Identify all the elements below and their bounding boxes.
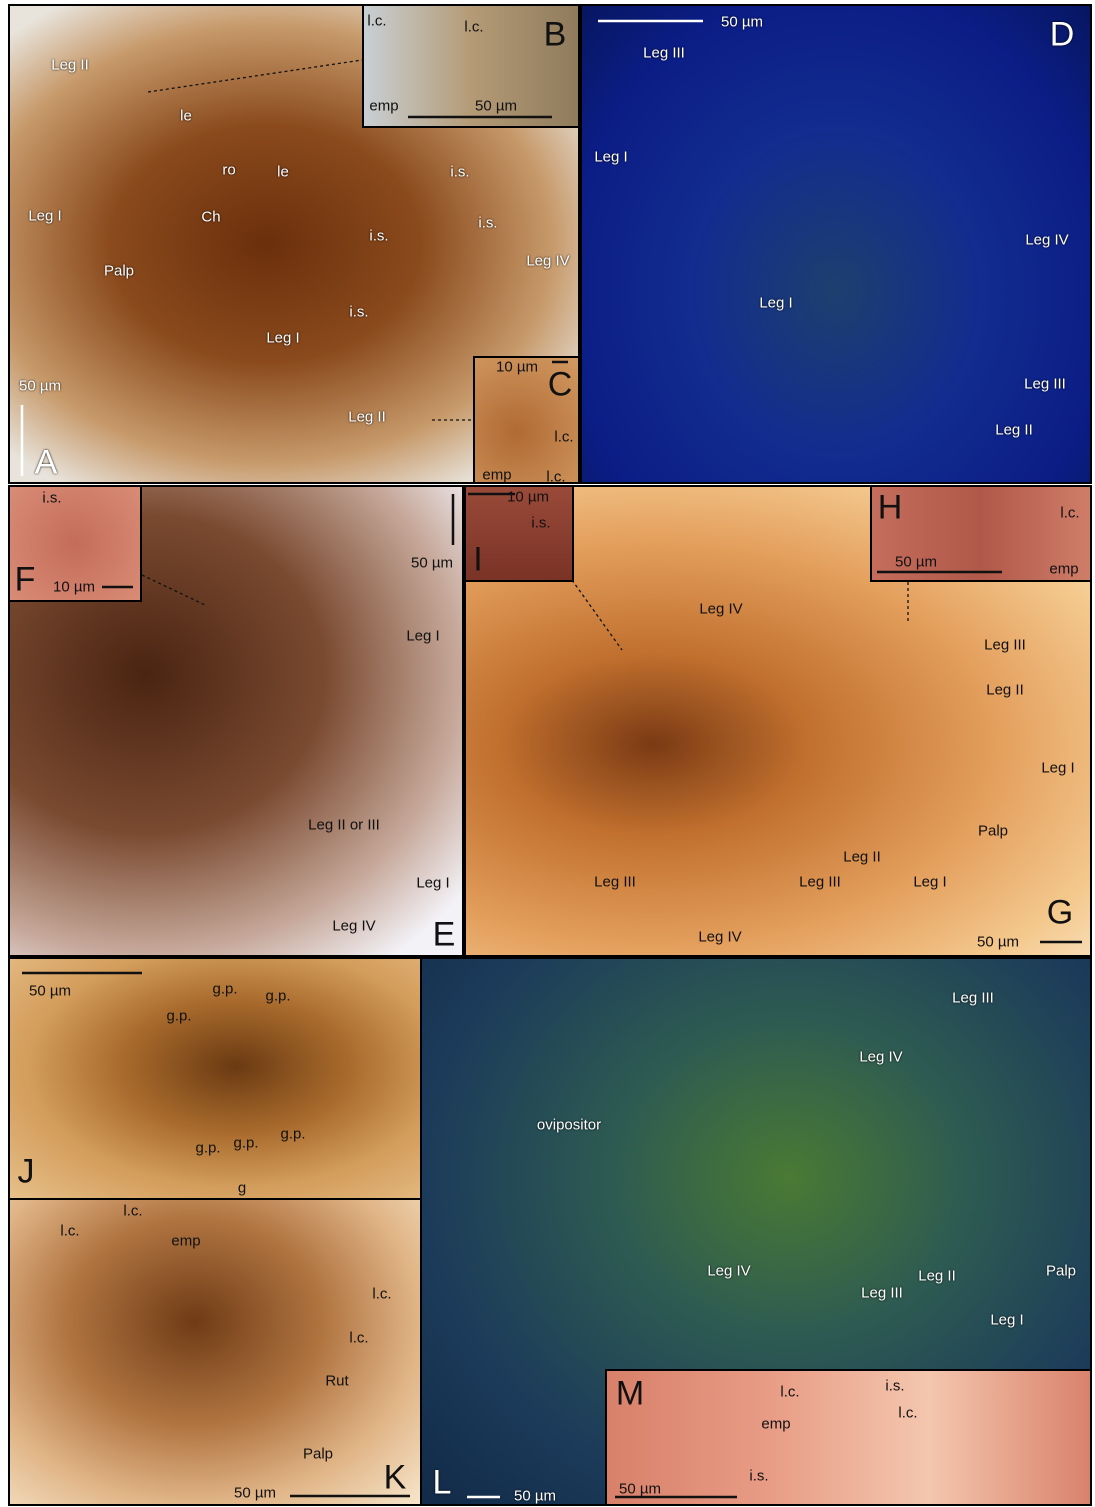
panel-label: Leg II [348, 409, 386, 426]
panel-label: Leg I [990, 1312, 1023, 1329]
panel-label: 50 µm [514, 1488, 556, 1505]
panel-letter: J [18, 1153, 35, 1192]
panel-label: i.s. [531, 515, 550, 532]
panel-letter: A [35, 444, 58, 483]
panel-label: 50 µm [895, 554, 937, 571]
panel-label: Leg I [28, 208, 61, 225]
panel-letter: D [1050, 16, 1075, 55]
panel-label: Leg III [594, 874, 636, 891]
panel-label: Leg IV [1025, 232, 1068, 249]
panel-label: Leg I [913, 874, 946, 891]
panel-label: 50 µm [475, 98, 517, 115]
panel-label: emp [171, 1233, 200, 1250]
panel-label: Leg I [416, 875, 449, 892]
panel-label: g.p. [280, 1126, 305, 1143]
panel-label: l.c. [372, 1286, 391, 1303]
panel-label: emp [482, 467, 511, 484]
panel-letter: M [616, 1375, 644, 1414]
panel-label: Leg III [984, 637, 1026, 654]
panel-label: Leg III [952, 990, 994, 1007]
figure: ALeg IIleroleChLeg IPalpi.s.i.s.i.s.Leg … [0, 0, 1095, 1507]
panel-label: l.c. [1060, 505, 1079, 522]
panel-label: emp [369, 98, 398, 115]
panel-label: l.c. [367, 13, 386, 30]
panel-label: i.s. [369, 228, 388, 245]
panel-label: Palp [1046, 1263, 1076, 1280]
panel-label: Rut [325, 1373, 348, 1390]
panel-label: g.p. [233, 1135, 258, 1152]
panel-label: 50 µm [19, 378, 61, 395]
panel-label: l.c. [546, 469, 565, 486]
panel-label: g.p. [195, 1140, 220, 1157]
panel-label: Leg II [995, 422, 1033, 439]
panel-label: i.s. [349, 304, 368, 321]
panel-label: Ch [201, 209, 220, 226]
panel-label: emp [1049, 561, 1078, 578]
panel-label: l.c. [60, 1223, 79, 1240]
panel-label: 50 µm [619, 1481, 661, 1498]
panel-letter: K [384, 1459, 407, 1498]
panel-label: ro [222, 162, 235, 179]
panel-letter: L [433, 1464, 452, 1503]
panel-label: Leg III [799, 874, 841, 891]
panel-label: Palp [978, 823, 1008, 840]
panel-letter: I [473, 541, 482, 580]
panel-label: Leg I [594, 149, 627, 166]
panel-label: Leg IV [332, 918, 375, 935]
panel-letter: F [15, 561, 36, 600]
panel-label: Leg II [51, 57, 89, 74]
panel-label: g.p. [212, 981, 237, 998]
panel-label: 10 µm [496, 359, 538, 376]
panel-label: 10 µm [53, 579, 95, 596]
panel-label: 50 µm [411, 555, 453, 572]
panel-label: Leg IV [698, 929, 741, 946]
panel-letter: C [548, 366, 573, 405]
panel-label: l.c. [554, 429, 573, 446]
panel-label: 50 µm [721, 14, 763, 31]
panel-letter: H [878, 489, 903, 528]
panel-letter: E [433, 916, 456, 955]
panel-label: 50 µm [977, 934, 1019, 951]
panel-label: i.s. [42, 490, 61, 507]
panel-label: l.c. [349, 1330, 368, 1347]
panel-label: Leg II [918, 1268, 956, 1285]
panel-label: i.s. [478, 215, 497, 232]
panel-label: Leg II or III [308, 817, 380, 834]
panel-label: ovipositor [537, 1117, 601, 1134]
panel-label: le [180, 108, 192, 125]
panel-label: Leg I [406, 628, 439, 645]
panel-label: l.c. [464, 19, 483, 36]
panel-label: Leg IV [526, 253, 569, 270]
panel-label: Leg I [266, 330, 299, 347]
panel-label: Leg IV [699, 601, 742, 618]
panel-label: l.c. [123, 1203, 142, 1220]
panel-label: Palp [104, 263, 134, 280]
panel-label: le [277, 164, 289, 181]
panel-label: g.p. [166, 1008, 191, 1025]
panel-label: g.p. [265, 988, 290, 1005]
panel-label: Leg I [1041, 760, 1074, 777]
panel-label: Leg II [986, 682, 1024, 699]
panel-label: g [238, 1180, 246, 1197]
panel-label: l.c. [780, 1384, 799, 1401]
panel-label: Leg III [643, 45, 685, 62]
panel-label: 50 µm [234, 1485, 276, 1502]
panel-label: l.c. [898, 1405, 917, 1422]
panel-label: Leg IV [859, 1049, 902, 1066]
panel-label: Palp [303, 1446, 333, 1463]
panel-letter: B [544, 16, 567, 55]
panel-label: Leg III [861, 1285, 903, 1302]
panel-label: Leg II [843, 849, 881, 866]
panel-label: i.s. [450, 164, 469, 181]
panel-label: 10 µm [507, 489, 549, 506]
panel-label: Leg III [1024, 376, 1066, 393]
panel-label: Leg I [759, 295, 792, 312]
panel-label: i.s. [749, 1468, 768, 1485]
panel-letter: G [1047, 894, 1073, 933]
panel-label: i.s. [885, 1378, 904, 1395]
panel-label: Leg IV [707, 1263, 750, 1280]
panel-label: emp [761, 1416, 790, 1433]
panel-label: 50 µm [29, 983, 71, 1000]
